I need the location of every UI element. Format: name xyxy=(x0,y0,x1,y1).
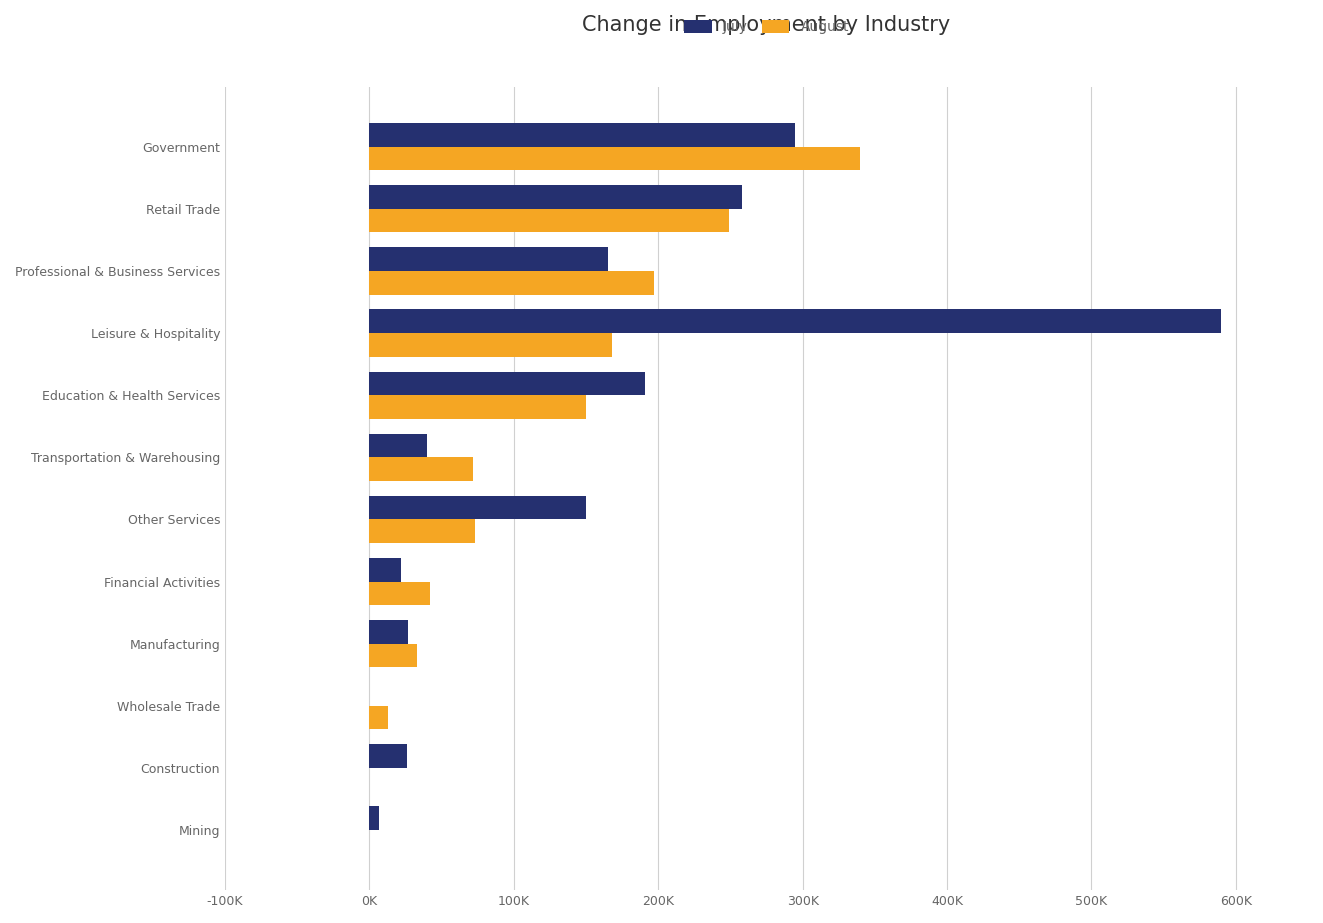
Bar xyxy=(369,147,860,170)
Bar xyxy=(369,807,380,830)
Bar xyxy=(369,186,742,209)
Bar xyxy=(369,123,795,147)
Bar xyxy=(369,395,586,419)
Bar xyxy=(369,744,407,768)
Bar xyxy=(369,520,475,543)
Bar xyxy=(369,372,646,395)
Bar xyxy=(369,271,654,294)
Bar xyxy=(369,557,401,581)
Bar xyxy=(369,247,607,271)
Title: Change in Employment by Industry: Change in Employment by Industry xyxy=(582,15,951,35)
Bar xyxy=(369,209,729,233)
Bar xyxy=(369,620,409,643)
Legend: July, August: July, August xyxy=(677,13,856,41)
Bar xyxy=(369,309,1221,333)
Bar xyxy=(369,706,388,729)
Bar xyxy=(369,333,613,356)
Bar xyxy=(369,496,586,520)
Bar xyxy=(369,434,427,457)
Bar xyxy=(369,457,474,481)
Bar xyxy=(369,581,430,605)
Bar xyxy=(369,643,417,667)
